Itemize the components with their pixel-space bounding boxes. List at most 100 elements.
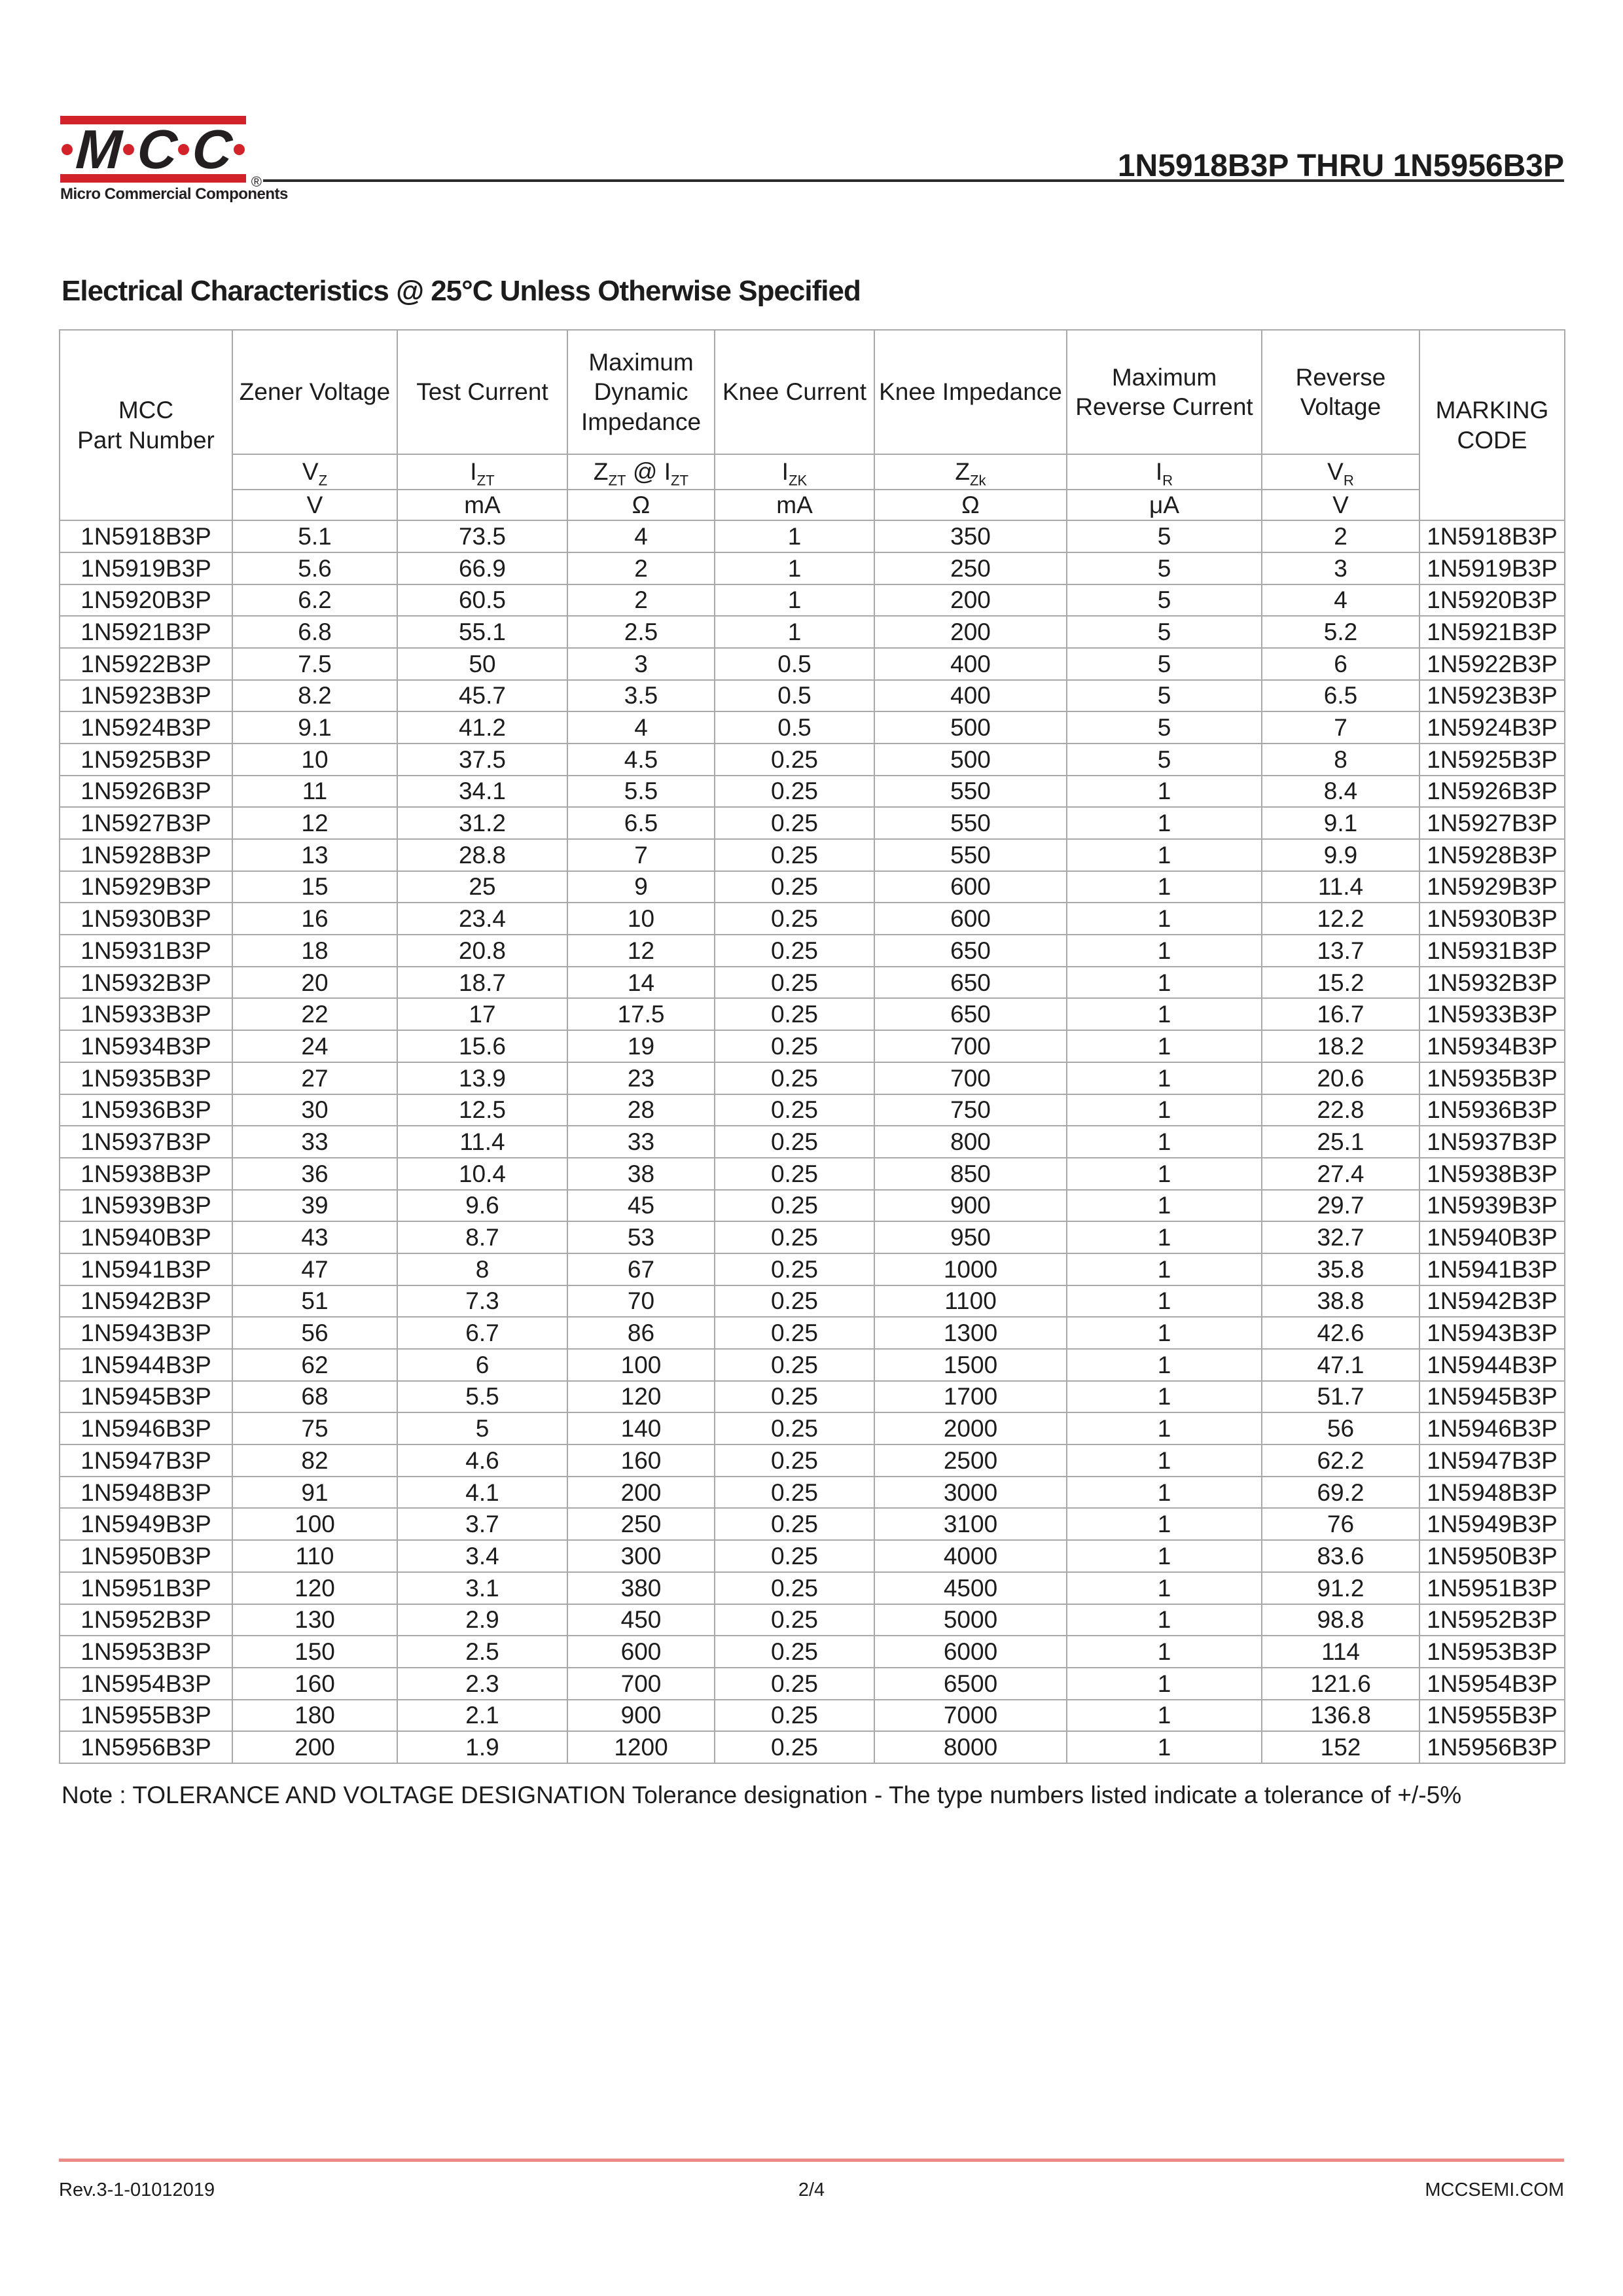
table-row: 1N5956B3P 200 1.9 1200 0.25 8000 1 152 1N5956B3P [59, 1731, 1565, 1764]
value-cell: 180 [232, 1698, 398, 1732]
part-number-header: MCC Part Number [59, 329, 233, 522]
value-cell: 1 [1066, 1412, 1262, 1446]
value-cell: 1 [1066, 1093, 1262, 1127]
part-number-cell: 1N5953B3P [59, 1635, 233, 1668]
marking-code-cell: 1N5943B3P [1419, 1316, 1565, 1350]
value-cell: 1 [1066, 870, 1262, 904]
table-row: 1N5928B3P 13 28.8 7 0.25 550 1 9.9 1N5928B3P [59, 838, 1565, 872]
table-row: 1N5930B3P 16 23.4 10 0.25 600 1 12.2 1N5930B3P [59, 902, 1565, 936]
table-row: 1N5919B3P 5.6 66.9 2 1 250 5 3 1N5919B3P [59, 551, 1565, 585]
marking-code-cell: 1N5921B3P [1419, 615, 1565, 649]
logo-tagline: Micro Commercial Components [60, 185, 288, 203]
table-head: MCC Part Number Zener Voltage Test Curren… [59, 329, 1565, 522]
value-cell: 0.25 [714, 902, 875, 936]
value-cell: 1 [1066, 806, 1262, 840]
marking-code-cell: 1N5948B3P [1419, 1475, 1565, 1509]
value-cell: 41.2 [397, 711, 568, 744]
marking-code-cell: 1N5945B3P [1419, 1380, 1565, 1414]
value-cell: 8000 [874, 1731, 1067, 1764]
value-cell: 11.4 [1261, 870, 1420, 904]
value-cell: 0.25 [714, 1539, 875, 1573]
value-cell: 130 [232, 1603, 398, 1637]
marking-code-cell: 1N5923B3P [1419, 679, 1565, 713]
table-row: 1N5940B3P 43 8.7 53 0.25 950 1 32.7 1N5940B3P [59, 1221, 1565, 1254]
footer-rule [59, 2159, 1564, 2162]
part-number-cell: 1N5956B3P [59, 1731, 233, 1764]
logo-letter: M [74, 118, 122, 180]
marking-code-cell: 1N5951B3P [1419, 1571, 1565, 1605]
footer-page-number: 2/4 [798, 2179, 825, 2200]
part-number-cell: 1N5952B3P [59, 1603, 233, 1637]
value-cell: 700 [567, 1666, 715, 1700]
value-cell: 1100 [874, 1284, 1067, 1318]
value-cell: 0.25 [714, 1635, 875, 1668]
value-cell: 250 [874, 551, 1067, 585]
marking-code-cell: 1N5930B3P [1419, 902, 1565, 936]
value-cell: 9.1 [232, 711, 398, 744]
marking-code-cell: 1N5931B3P [1419, 934, 1565, 967]
table-row: 1N5935B3P 27 13.9 23 0.25 700 1 20.6 1N5935B3P [59, 1061, 1565, 1095]
value-cell: 15.6 [397, 1030, 568, 1063]
logo-dot [62, 143, 73, 155]
value-cell: 38 [567, 1157, 715, 1191]
value-cell: 600 [567, 1635, 715, 1668]
marking-code-cell: 1N5938B3P [1419, 1157, 1565, 1191]
table-row: 1N5943B3P 56 6.7 86 0.25 1300 1 42.6 1N5943B3P [59, 1316, 1565, 1350]
part-number-cell: 1N5920B3P [59, 583, 233, 617]
column-header-row: MCC Part Number Zener Voltage Test Curren… [59, 329, 1565, 522]
document-title: 1N5918B3P THRU 1N5956B3P [1117, 149, 1564, 183]
value-cell: 700 [874, 1030, 1067, 1063]
part-number-header-line1: MCC [118, 397, 174, 424]
value-cell: 11.4 [397, 1125, 568, 1158]
page-footer: Rev.3-1-01012019 2/4 MCCSEMI.COM [59, 2179, 1564, 2201]
value-cell: 62 [232, 1348, 398, 1382]
value-cell: 0.25 [714, 1698, 875, 1732]
marking-code-cell: 1N5926B3P [1419, 774, 1565, 808]
part-number-cell: 1N5918B3P [59, 520, 233, 553]
value-cell: 1 [1066, 1731, 1262, 1764]
value-cell: 24 [232, 1030, 398, 1063]
part-number-cell: 1N5921B3P [59, 615, 233, 649]
value-cell: 1 [1066, 934, 1262, 967]
value-cell: 1 [1066, 1348, 1262, 1382]
value-cell: 100 [232, 1507, 398, 1541]
value-cell: 5.2 [1261, 615, 1420, 649]
value-cell: 1 [714, 583, 875, 617]
value-cell: 15 [232, 870, 398, 904]
marking-code-cell: 1N5947B3P [1419, 1444, 1565, 1477]
column-header: Maximum Reverse Current [1066, 329, 1262, 455]
value-cell: 750 [874, 1093, 1067, 1127]
value-cell: 36 [232, 1157, 398, 1191]
value-cell: 1 [1066, 1221, 1262, 1254]
table-row: 1N5952B3P 130 2.9 450 0.25 5000 1 98.8 1N5952B3P [59, 1603, 1565, 1637]
value-cell: 1 [1066, 1252, 1262, 1286]
value-cell: 200 [874, 615, 1067, 649]
table-row: 1N5927B3P 12 31.2 6.5 0.25 550 1 9.1 1N5927B3P [59, 806, 1565, 840]
value-cell: 4000 [874, 1539, 1067, 1573]
value-cell: 0.25 [714, 1603, 875, 1637]
footer-revision: Rev.3-1-01012019 [59, 2179, 215, 2200]
unit-cell: V [1261, 488, 1420, 522]
part-number-cell: 1N5951B3P [59, 1571, 233, 1605]
value-cell: 850 [874, 1157, 1067, 1191]
value-cell: 1 [1066, 1284, 1262, 1318]
value-cell: 114 [1261, 1635, 1420, 1668]
marking-header-line2: CODE [1457, 426, 1527, 454]
value-cell: 5.5 [567, 774, 715, 808]
table-row: 1N5949B3P 100 3.7 250 0.25 3100 1 76 1N5949B3P [59, 1507, 1565, 1541]
marking-code-cell: 1N5953B3P [1419, 1635, 1565, 1668]
marking-code-cell: 1N5922B3P [1419, 647, 1565, 681]
value-cell: 12.2 [1261, 902, 1420, 936]
value-cell: 20.6 [1261, 1061, 1420, 1095]
value-cell: 23 [567, 1061, 715, 1095]
symbol-cell: ZZk [874, 454, 1067, 490]
value-cell: 3.7 [397, 1507, 568, 1541]
value-cell: 0.25 [714, 774, 875, 808]
part-number-cell: 1N5925B3P [59, 742, 233, 776]
value-cell: 19 [567, 1030, 715, 1063]
value-cell: 6.8 [232, 615, 398, 649]
value-cell: 0.25 [714, 1348, 875, 1382]
unit-cell: mA [714, 488, 875, 522]
